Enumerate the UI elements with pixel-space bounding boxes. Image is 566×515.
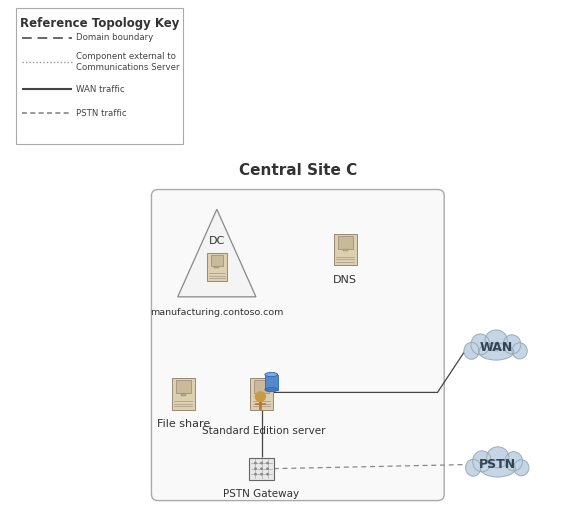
Text: Domain boundary: Domain boundary <box>76 33 153 42</box>
FancyBboxPatch shape <box>342 249 348 251</box>
Ellipse shape <box>471 334 490 355</box>
Circle shape <box>267 462 268 464</box>
Ellipse shape <box>485 330 507 351</box>
Ellipse shape <box>512 343 528 359</box>
Text: DC: DC <box>209 236 225 246</box>
Text: Reference Topology Key: Reference Topology Key <box>20 17 179 30</box>
FancyBboxPatch shape <box>211 255 223 266</box>
Circle shape <box>261 462 262 464</box>
Circle shape <box>261 468 262 469</box>
FancyBboxPatch shape <box>16 8 183 144</box>
Circle shape <box>267 468 268 469</box>
FancyBboxPatch shape <box>338 236 353 249</box>
Text: File share: File share <box>157 419 210 429</box>
Ellipse shape <box>514 460 529 476</box>
Text: Central Site C: Central Site C <box>239 163 357 178</box>
Text: Standard Edition server: Standard Edition server <box>202 426 325 436</box>
FancyBboxPatch shape <box>176 380 191 393</box>
Ellipse shape <box>265 387 278 392</box>
FancyBboxPatch shape <box>334 234 357 265</box>
Circle shape <box>255 474 256 475</box>
Text: PSTN Gateway: PSTN Gateway <box>224 489 299 499</box>
Text: WAN: WAN <box>479 341 513 354</box>
FancyBboxPatch shape <box>250 457 273 480</box>
FancyBboxPatch shape <box>152 190 444 501</box>
Text: PSTN traffic: PSTN traffic <box>76 109 127 118</box>
Ellipse shape <box>466 459 481 476</box>
Circle shape <box>255 468 256 469</box>
FancyBboxPatch shape <box>265 374 278 389</box>
FancyBboxPatch shape <box>171 379 195 409</box>
Text: PSTN: PSTN <box>479 458 516 471</box>
Ellipse shape <box>473 451 491 472</box>
Ellipse shape <box>480 460 516 477</box>
Ellipse shape <box>487 447 509 468</box>
Ellipse shape <box>479 343 514 360</box>
Text: Component external to
Communications Server: Component external to Communications Ser… <box>76 52 179 72</box>
FancyBboxPatch shape <box>250 379 273 409</box>
FancyBboxPatch shape <box>215 267 219 268</box>
Circle shape <box>267 474 268 475</box>
Circle shape <box>261 474 262 475</box>
Text: WAN traffic: WAN traffic <box>76 84 125 94</box>
Text: manufacturing.contoso.com: manufacturing.contoso.com <box>150 308 284 317</box>
Circle shape <box>255 462 256 464</box>
FancyBboxPatch shape <box>207 253 227 281</box>
Ellipse shape <box>503 335 521 354</box>
Circle shape <box>255 392 265 401</box>
Ellipse shape <box>464 342 479 359</box>
Polygon shape <box>178 209 256 297</box>
Ellipse shape <box>505 452 522 471</box>
FancyBboxPatch shape <box>181 393 186 396</box>
FancyBboxPatch shape <box>254 380 269 393</box>
Ellipse shape <box>265 372 278 376</box>
Text: DNS: DNS <box>333 274 357 285</box>
